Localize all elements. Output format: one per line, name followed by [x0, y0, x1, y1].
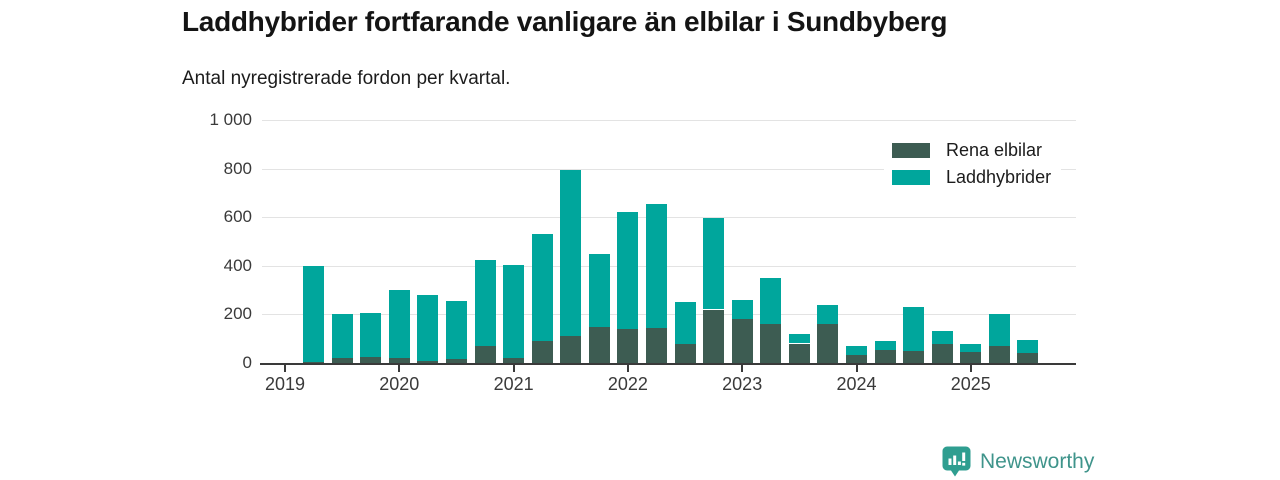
bar-segment-2022-Q1	[617, 329, 639, 363]
bar-segment-2022-Q3	[674, 302, 696, 344]
bar-segment-2024-Q3	[903, 307, 925, 351]
x-axis-tick	[284, 365, 286, 372]
x-axis-tick	[626, 365, 629, 372]
bar-segment-2023-Q2	[760, 277, 782, 325]
x-axis-tick-label: 2020	[379, 374, 420, 394]
bar-segment-2023-Q1	[731, 319, 753, 363]
y-axis-tick-label: 600	[223, 207, 252, 227]
x-axis-tick-label: 2021	[493, 374, 534, 394]
bar-segment-2024-Q3	[903, 350, 925, 364]
y-axis-tick-label: 1 000	[209, 110, 252, 129]
bar-segment-2021-Q3	[560, 336, 582, 363]
gridline-y-600	[262, 217, 1076, 219]
y-axis-tick-label: 800	[223, 158, 252, 178]
bar-segment-2022-Q2	[646, 327, 667, 363]
gridline-y-400	[262, 265, 1076, 267]
legend-item-laddhybrider: Laddhybrider	[892, 167, 1051, 188]
bar-segment-2019-Q4	[360, 356, 382, 363]
legend-item-rena-elbilar: Rena elbilar	[892, 140, 1051, 161]
y-axis-tick-label: 400	[223, 255, 252, 275]
bar-segment-2020-Q1	[388, 358, 410, 363]
y-axis-tick-label: 200	[223, 304, 252, 324]
bar-segment-2024-Q2	[874, 349, 896, 363]
legend-label: Laddhybrider	[946, 167, 1052, 187]
bar-segment-2021-Q1	[503, 264, 525, 359]
bar-segment-2024-Q1	[846, 346, 867, 355]
bar-segment-2022-Q2	[646, 203, 667, 328]
bar-segment-2022-Q1	[617, 212, 639, 329]
legend-swatch-rena-elbilar	[892, 143, 930, 158]
bar-segment-2024-Q2	[874, 341, 896, 350]
bar-segment-2024-Q1	[846, 354, 867, 363]
bar-segment-2019-Q3	[331, 314, 353, 359]
x-axis-tick	[969, 365, 972, 372]
bar-segment-2025-Q2	[988, 314, 1010, 346]
legend-swatch-laddhybrider	[892, 170, 930, 185]
bar-segment-2025-Q3	[1017, 353, 1039, 363]
x-axis-tick	[855, 365, 858, 372]
y-axis-tick-label: 0	[242, 353, 252, 372]
gridline-y-200	[262, 314, 1076, 316]
bar-segment-2024-Q4	[931, 331, 953, 344]
bar-segment-2019-Q2	[303, 361, 325, 363]
bar-segment-2022-Q4	[703, 218, 725, 310]
bar-segment-2025-Q1	[960, 343, 982, 353]
bar-segment-2023-Q1	[731, 299, 753, 320]
bar-segment-2022-Q3	[674, 343, 696, 363]
bar-segment-2023-Q3	[788, 333, 810, 344]
bar-segment-2023-Q3	[788, 343, 810, 363]
chart-title: Laddhybrider fortfarande vanligare än el…	[182, 6, 948, 37]
gridline-y-800	[262, 168, 1076, 170]
bar-segment-2025-Q1	[960, 352, 982, 363]
bar-segment-2020-Q2	[417, 360, 439, 363]
legend-label: Rena elbilar	[946, 140, 1043, 160]
x-axis-tick	[398, 365, 401, 372]
bar-segment-2019-Q3	[331, 358, 353, 363]
x-axis-tick-label: 2023	[722, 374, 763, 394]
bar-segment-2021-Q2	[531, 234, 553, 342]
gridline-y-1000	[262, 120, 1076, 121]
bar-segment-2020-Q2	[417, 295, 439, 361]
bar-segment-2021-Q4	[588, 326, 610, 363]
newsworthy-logo: Newsworthy	[941, 445, 1094, 478]
bar-segment-2024-Q4	[931, 343, 953, 363]
x-axis-tick-label: 2024	[836, 374, 877, 394]
bar-segment-2025-Q2	[988, 346, 1010, 363]
bar-segment-2023-Q2	[760, 324, 782, 363]
bar-segment-2020-Q4	[474, 259, 496, 346]
chart-legend: Rena elbilar Laddhybrider	[884, 130, 1062, 200]
x-axis-tick	[741, 365, 744, 372]
bar-segment-2021-Q3	[560, 169, 582, 337]
bar-segment-2021-Q4	[588, 253, 610, 327]
newsworthy-bar-chart-bubble-icon	[942, 446, 971, 477]
bar-segment-2020-Q3	[445, 359, 467, 363]
x-axis-line	[260, 363, 1076, 365]
bar-segment-2020-Q3	[445, 301, 467, 360]
x-axis-tick-label: 2022	[607, 374, 648, 394]
bar-segment-2019-Q4	[360, 313, 382, 357]
bar-segment-2019-Q2	[303, 265, 325, 362]
bar-segment-2023-Q4	[817, 304, 839, 325]
bar-segment-2021-Q1	[503, 358, 525, 363]
chart-subtitle: Antal nyregistrerade fordon per kvartal.	[182, 68, 511, 89]
bar-segment-2022-Q4	[703, 309, 725, 363]
bar-segment-2023-Q4	[817, 324, 839, 363]
x-axis-tick-label: 2019	[264, 374, 306, 394]
bar-segment-2021-Q2	[531, 341, 553, 363]
brand-name: Newsworthy	[980, 449, 1095, 473]
x-axis-tick	[512, 365, 515, 372]
bar-segment-2020-Q4	[474, 346, 496, 363]
bar-segment-2025-Q3	[1017, 339, 1039, 354]
bar-segment-2020-Q1	[388, 290, 410, 359]
x-axis-tick-label: 2025	[950, 374, 991, 394]
